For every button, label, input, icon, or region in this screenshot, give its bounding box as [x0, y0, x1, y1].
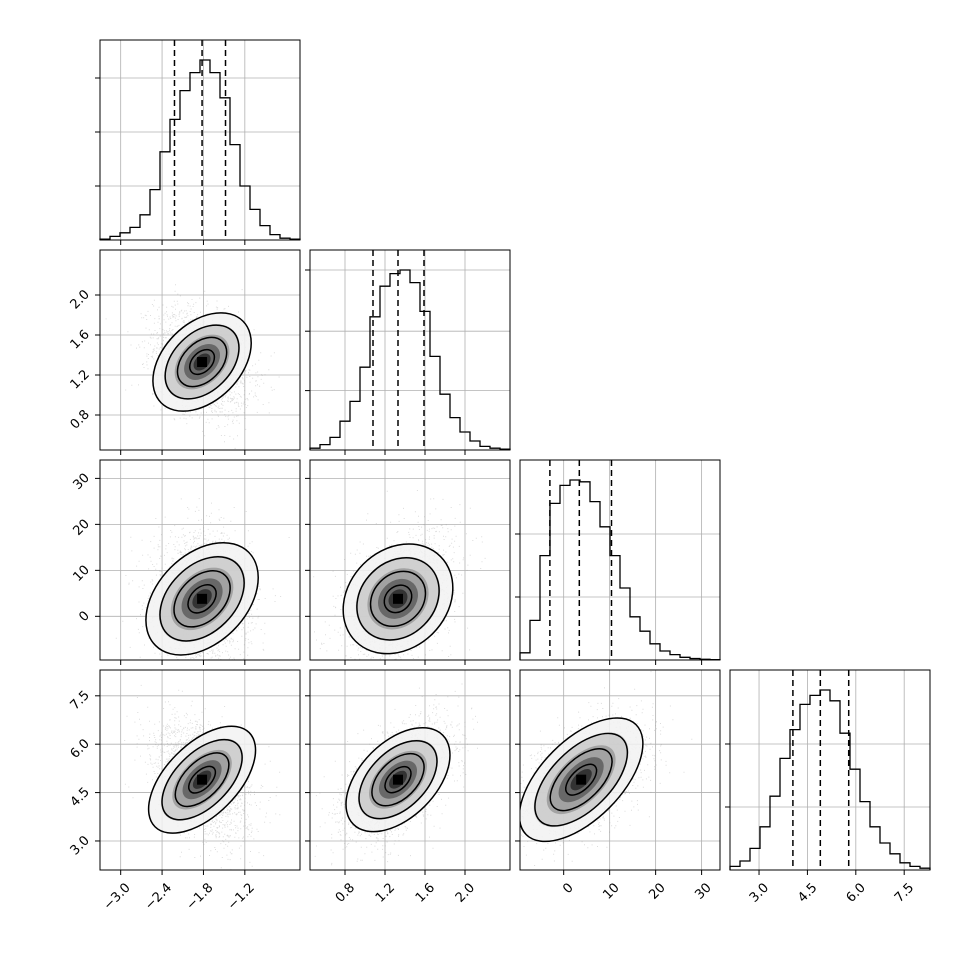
x-tick-label: −1.2	[225, 880, 258, 913]
density-peak	[197, 774, 208, 785]
panel-frame	[99, 39, 301, 241]
contour-line	[342, 543, 454, 655]
x-tick-label: −2.4	[142, 880, 175, 913]
contour-line	[161, 738, 243, 821]
histogram-step	[729, 689, 931, 870]
x-tick-label: 30	[692, 880, 714, 902]
x-tick-label: 0.8	[333, 880, 358, 905]
contour-line	[188, 348, 216, 376]
scatter-panel	[305, 459, 511, 661]
x-tick-label: 7.5	[892, 880, 917, 905]
y-tick-label: 4.5	[68, 785, 93, 810]
density-peak	[197, 357, 208, 367]
y-tick-label: 1.6	[68, 327, 93, 352]
x-tick-label: 0	[560, 880, 576, 896]
panel-content	[310, 670, 510, 870]
x-tick-label: −3.0	[101, 880, 134, 913]
contour-line	[152, 312, 252, 412]
contour-line	[534, 732, 629, 827]
contour-line	[147, 725, 257, 834]
density-peak	[197, 593, 208, 604]
contour-line	[187, 584, 217, 614]
contour-line	[176, 336, 228, 388]
x-tick-label: 20	[646, 880, 668, 902]
panel-frame	[519, 669, 721, 871]
scatter-panel	[515, 669, 721, 871]
y-tick-label: 0	[76, 609, 92, 625]
contour-line	[384, 765, 412, 794]
y-tick-label: 1.2	[68, 367, 93, 392]
panel-frame	[309, 669, 511, 871]
density-peak	[576, 774, 587, 785]
contour-line	[369, 570, 427, 628]
y-tick-label: 10	[71, 563, 93, 585]
panel-frame	[99, 249, 301, 451]
x-tick-label: 1.6	[413, 880, 438, 905]
contour-line	[564, 763, 598, 796]
scatter-panel	[305, 669, 511, 871]
panel-content	[520, 670, 720, 870]
contour-line	[164, 324, 240, 400]
histogram-panel	[725, 669, 931, 871]
panel-frame	[309, 459, 511, 661]
scatter-panel	[95, 249, 301, 451]
scatter-panel	[95, 459, 301, 661]
y-tick-label: 2.0	[68, 287, 93, 312]
contour-line	[371, 752, 425, 807]
histogram-panel	[95, 39, 301, 241]
scatter-panel	[95, 669, 301, 871]
y-tick-label: 3.0	[68, 833, 93, 858]
panel-content	[310, 460, 510, 660]
panel-frame	[519, 459, 721, 661]
histogram-step	[99, 59, 301, 240]
contour-line	[159, 556, 245, 642]
x-tick-label: 10	[600, 880, 622, 902]
contour-line	[174, 752, 230, 808]
density-peak	[393, 774, 403, 785]
contour-line	[145, 541, 259, 656]
contour-line	[549, 748, 613, 812]
y-tick-label: 0.8	[68, 407, 93, 432]
panel-content	[100, 670, 300, 870]
contour-line	[520, 717, 644, 843]
histogram-panel	[305, 249, 511, 451]
y-tick-label: 6.0	[68, 736, 93, 761]
x-tick-label: 1.2	[373, 880, 398, 905]
y-tick-label: 7.5	[68, 688, 93, 713]
contour-line	[383, 584, 413, 614]
x-tick-label: 3.0	[747, 880, 772, 905]
histogram-step	[309, 269, 511, 450]
panel-frame	[309, 249, 511, 451]
x-tick-label: 2.0	[453, 880, 478, 905]
contour-line	[345, 726, 451, 833]
x-tick-label: 4.5	[795, 880, 820, 905]
contour-line	[358, 739, 438, 820]
y-tick-label: 20	[71, 517, 93, 539]
panel-content	[100, 460, 300, 660]
density-peak	[393, 593, 403, 604]
panel-content	[100, 250, 300, 450]
histogram-panel	[515, 459, 721, 661]
panel-frame	[729, 669, 931, 871]
x-tick-label: 6.0	[844, 880, 869, 905]
contour-line	[173, 570, 231, 628]
contour-line	[188, 765, 217, 794]
y-tick-label: 30	[71, 471, 93, 493]
panel-frame	[99, 669, 301, 871]
x-tick-label: −1.8	[184, 880, 217, 913]
contour-line	[356, 556, 440, 641]
panel-frame	[99, 459, 301, 661]
